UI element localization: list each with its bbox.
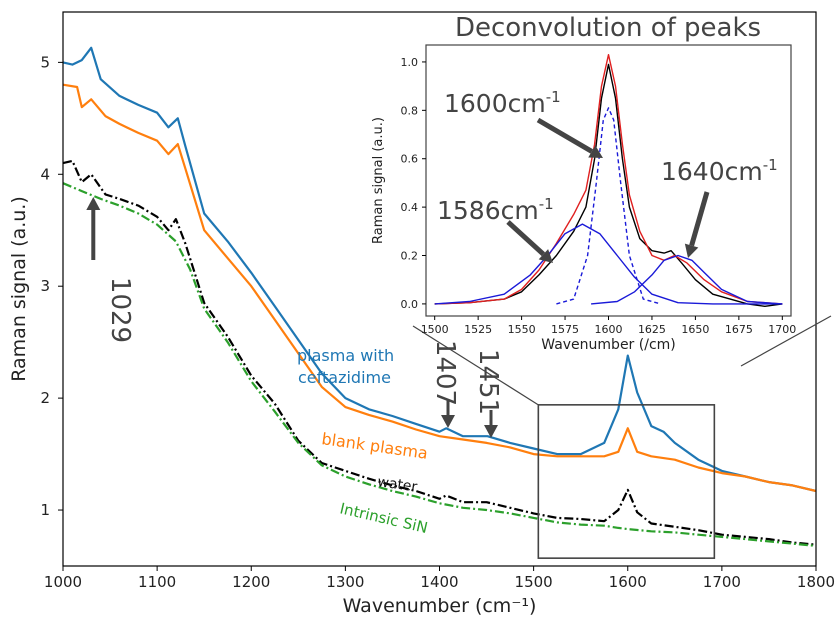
series-label-intrinsic-sin: Intrinsic SiN bbox=[338, 499, 429, 537]
x-tick-label: 1800 bbox=[797, 573, 835, 591]
inset-series-line-1 bbox=[434, 54, 783, 305]
inset-series-line-3 bbox=[556, 107, 661, 305]
inset-y-tick-label: 0.2 bbox=[401, 250, 419, 263]
inset-peak-1600-arrow-shaft bbox=[536, 117, 594, 154]
inset-x-tick-label: 1575 bbox=[551, 323, 579, 336]
inset-x-tick-label: 1600 bbox=[595, 323, 623, 336]
x-tick-label: 1400 bbox=[420, 573, 458, 591]
peak-1029-arrow-head bbox=[86, 197, 101, 210]
x-tick-label: 1200 bbox=[232, 573, 270, 591]
zoom-box bbox=[537, 404, 716, 559]
x-tick-label: 1300 bbox=[326, 573, 364, 591]
y-tick-label: 5 bbox=[40, 53, 50, 71]
y-axis-label: Raman signal (a.u.) bbox=[8, 196, 30, 382]
inset-x-tick-label: 1650 bbox=[681, 323, 709, 336]
inset-y-tick-label: 1.0 bbox=[401, 56, 419, 69]
series-label-plasma-with-ceftazidime: plasma with ceftazidime bbox=[297, 346, 394, 387]
inset-peak-label-1600: 1600cm-1 bbox=[444, 88, 561, 118]
inset-y-axis-label: Raman signal (a.u.) bbox=[371, 117, 386, 244]
inset-frame bbox=[425, 44, 792, 317]
inset-peak-label-1586: 1586cm-1 bbox=[437, 195, 554, 225]
inset-x-tick-label: 1550 bbox=[508, 323, 536, 336]
y-tick-label: 2 bbox=[40, 389, 50, 407]
inset-peak-1640-arrow-shaft bbox=[689, 191, 710, 247]
inset-y-tick-label: 0.6 bbox=[401, 153, 419, 166]
inset-peak-1586-arrow-head bbox=[538, 249, 553, 263]
inset-x-tick-label: 1675 bbox=[725, 323, 753, 336]
inset-peak-1600-arrow-head bbox=[588, 145, 603, 158]
peak-1407-arrow-head bbox=[441, 415, 455, 428]
x-tick-label: 1700 bbox=[703, 573, 741, 591]
y-tick-label: 1 bbox=[40, 501, 50, 519]
inset-peak-1640-arrow-head bbox=[684, 243, 699, 258]
zoom-connector-right bbox=[740, 315, 832, 367]
series-label-water: water bbox=[376, 474, 418, 495]
zoom-connector-left bbox=[412, 325, 539, 406]
inset-x-tick-label: 1500 bbox=[421, 323, 449, 336]
inset-y-tick-label: 0.0 bbox=[401, 298, 419, 311]
peak-label-1451: 1451 bbox=[473, 349, 503, 415]
inset-peak-label-1586-superscript: -1 bbox=[539, 195, 554, 213]
peak-label-1407: 1407 bbox=[430, 340, 460, 406]
series-line-blank-plasma bbox=[62, 83, 817, 493]
x-tick-label: 1000 bbox=[44, 573, 82, 591]
peak-1451-arrow-head bbox=[484, 425, 498, 438]
inset-y-tick-label: 0.4 bbox=[401, 201, 419, 214]
inset-y-tick-label: 0.8 bbox=[401, 104, 419, 117]
series-label-blank-plasma: blank plasma bbox=[320, 429, 429, 463]
inset-x-tick-label: 1700 bbox=[768, 323, 796, 336]
inset-peak-label-1640: 1640cm-1 bbox=[661, 156, 778, 186]
inset-peak-label-1640-value: 1640cm bbox=[661, 157, 763, 186]
inset-peak-1586-arrow-shaft bbox=[506, 220, 546, 257]
series-line-plasma-with-ceftazidime bbox=[62, 46, 817, 493]
inset-series-line-0 bbox=[434, 63, 783, 307]
peak-label-1029: 1029 bbox=[105, 277, 135, 343]
x-tick-label: 1500 bbox=[515, 573, 553, 591]
x-axis-label: Wavenumber (cm⁻¹) bbox=[343, 595, 537, 617]
series-line-water bbox=[62, 159, 817, 546]
y-tick-label: 4 bbox=[40, 165, 50, 183]
inset-peak-label-1600-value: 1600cm bbox=[444, 89, 546, 118]
inset-chart: Deconvolution of peaks 1500 1525 1550 1575 16… bbox=[371, 13, 832, 406]
series-label-line: plasma with bbox=[297, 346, 394, 365]
series-line-intrinsic-sin bbox=[62, 182, 817, 547]
y-tick-label: 3 bbox=[40, 277, 50, 295]
x-tick-label: 1100 bbox=[138, 573, 176, 591]
inset-x-tick-label: 1525 bbox=[464, 323, 492, 336]
inset-series-line-2 bbox=[434, 223, 783, 305]
inset-title: Deconvolution of peaks bbox=[455, 13, 761, 43]
inset-x-axis-label: Wavenumber (/cm) bbox=[541, 337, 676, 353]
inset-peak-label-1586-value: 1586cm bbox=[437, 196, 539, 225]
inset-series-line-4 bbox=[591, 254, 783, 305]
x-tick-label: 1600 bbox=[609, 573, 647, 591]
series-label-line: ceftazidime bbox=[298, 368, 391, 387]
inset-peak-label-1640-superscript: -1 bbox=[763, 156, 778, 174]
inset-peak-label-1600-superscript: -1 bbox=[546, 88, 561, 106]
inset-x-tick-label: 1625 bbox=[638, 323, 666, 336]
